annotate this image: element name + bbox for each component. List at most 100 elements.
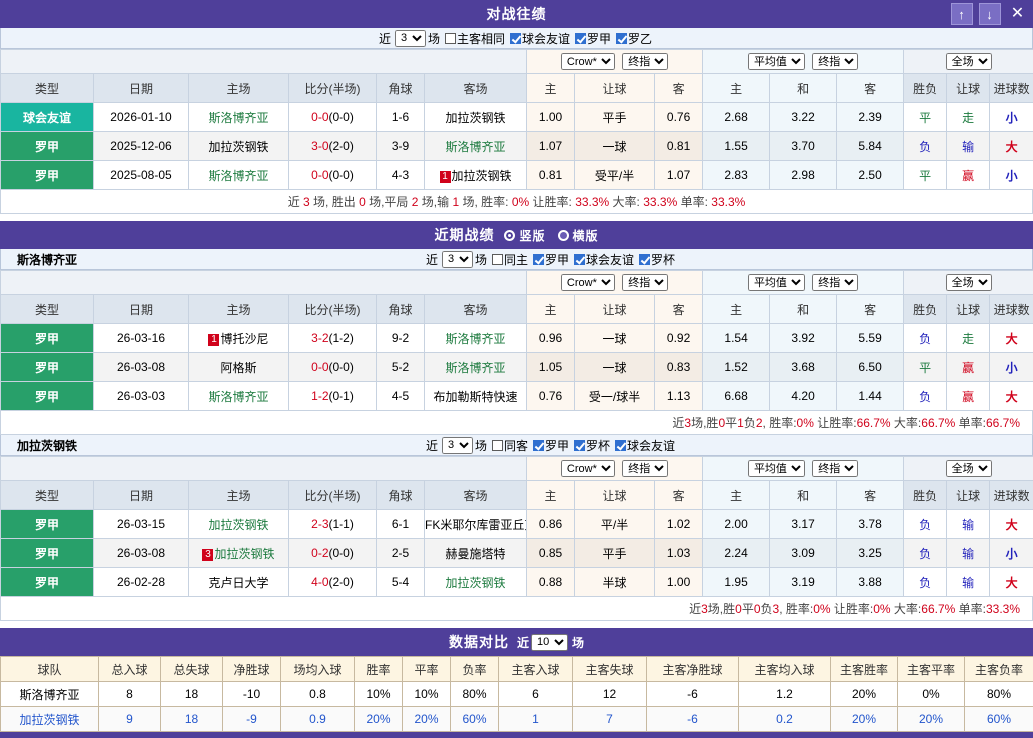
teamB-odds-stage-select[interactable]: 终指 — [622, 460, 668, 477]
teamB-tag-checkbox-1[interactable] — [574, 440, 585, 451]
home-team[interactable]: 加拉茨钢铁 — [189, 132, 289, 161]
corner-score: 3-9 — [377, 132, 425, 161]
team-label[interactable]: 博托沙尼 — [220, 332, 268, 346]
h2h-tag-checkbox-2[interactable] — [616, 33, 627, 44]
team-label[interactable]: 加拉茨钢铁 — [208, 140, 268, 154]
teamA-eu-type-select[interactable]: 平均值 — [748, 274, 805, 291]
match-type: 罗甲 — [1, 353, 94, 382]
home-team[interactable]: 克卢日大学 — [189, 568, 289, 597]
compare-cell: -10 — [223, 682, 281, 707]
teamB-scope-select[interactable]: 全场 — [946, 460, 992, 477]
team-label[interactable]: 加拉茨钢铁 — [446, 111, 506, 125]
h2h-company-select[interactable]: Crow* — [561, 53, 615, 70]
home-team[interactable]: 斯洛博齐亚 — [189, 103, 289, 132]
teamA-count-select[interactable]: 3 — [442, 251, 473, 268]
teamB-eu-stage-select[interactable]: 终指 — [812, 460, 858, 477]
teamB-scope-selects: 全场 — [904, 457, 1033, 481]
away-team[interactable]: 加拉茨钢铁 — [425, 103, 527, 132]
recent-view-toggle: 竖版 横版 — [504, 227, 598, 244]
teamB-count-select[interactable]: 3 — [442, 437, 473, 454]
teamA-tag-checkbox-2[interactable] — [639, 254, 650, 265]
team-label[interactable]: 斯洛博齐亚 — [208, 111, 268, 125]
team-label[interactable]: 加拉茨钢铁 — [214, 547, 274, 561]
team-label[interactable]: 加拉茨钢铁 — [208, 518, 268, 532]
home-team[interactable]: 阿格斯 — [189, 353, 289, 382]
teamB-tag-checkbox-2[interactable] — [615, 440, 626, 451]
teamB-company-select[interactable]: Crow* — [561, 460, 615, 477]
radio-vertical-icon[interactable] — [504, 230, 515, 241]
match-date: 2026-01-10 — [94, 103, 189, 132]
h2h-col-hcpresult: 让球 — [947, 74, 990, 103]
move-down-icon[interactable]: ↓ — [979, 3, 1001, 25]
team-label[interactable]: 斯洛博齐亚 — [446, 140, 506, 154]
section-gap-2 — [0, 621, 1033, 628]
asian-handicap: 受平/半 — [575, 161, 655, 190]
teamA-tag-checkbox-0[interactable] — [533, 254, 544, 265]
teamA-eu-stage-select[interactable]: 终指 — [812, 274, 858, 291]
h2h-same-venue-checkbox[interactable] — [445, 33, 456, 44]
away-team[interactable]: FK米耶尔库雷亚丘克 — [425, 510, 527, 539]
match-type: 球会友谊 — [1, 103, 94, 132]
teamA-tag-checkbox-1[interactable] — [574, 254, 585, 265]
away-team[interactable]: 斯洛博齐亚 — [425, 353, 527, 382]
compare-cell: 80% — [965, 682, 1033, 707]
away-team[interactable]: 加拉茨钢铁 — [425, 568, 527, 597]
h2h-tag-checkbox-1[interactable] — [575, 33, 586, 44]
team-label[interactable]: 阿格斯 — [220, 361, 256, 375]
teamB-eu-type-select[interactable]: 平均值 — [748, 460, 805, 477]
h2h-eu-stage-select[interactable]: 终指 — [812, 53, 858, 70]
teamB-same-checkbox[interactable] — [492, 440, 503, 451]
teamA-same-checkbox[interactable] — [492, 254, 503, 265]
recent-view-vertical-label[interactable]: 竖版 — [519, 227, 545, 244]
away-team[interactable]: 赫曼施塔特 — [425, 539, 527, 568]
away-team[interactable]: 斯洛博齐亚 — [425, 324, 527, 353]
team-label[interactable]: 加拉茨钢铁 — [452, 169, 512, 183]
teamA-odds-stage-select[interactable]: 终指 — [622, 274, 668, 291]
home-team[interactable]: 斯洛博齐亚 — [189, 161, 289, 190]
team-label[interactable]: FK米耶尔库雷亚丘克 — [425, 518, 527, 532]
team-label[interactable]: 斯洛博齐亚 — [446, 332, 506, 346]
team-label[interactable]: 斯洛博齐亚 — [208, 390, 268, 404]
team-label[interactable]: 斯洛博齐亚 — [208, 169, 268, 183]
compare-cell: 20% — [831, 682, 898, 707]
team-label[interactable]: 赫曼施塔特 — [446, 547, 506, 561]
home-team[interactable]: 斯洛博齐亚 — [189, 382, 289, 411]
away-team[interactable]: 布加勒斯特快速 — [425, 382, 527, 411]
recent-view-horizontal-label[interactable]: 横版 — [573, 227, 599, 244]
away-team[interactable]: 斯洛博齐亚 — [425, 132, 527, 161]
team-label[interactable]: 加拉茨钢铁 — [446, 576, 506, 590]
h2h-eu-type-select[interactable]: 平均值 — [748, 53, 805, 70]
recent-titlebar: 近期战绩 竖版 横版 — [0, 221, 1033, 249]
rank-badge: 1 — [208, 334, 219, 346]
handicap-result-badge: 输 — [947, 539, 990, 568]
radio-horizontal-icon[interactable] — [558, 230, 569, 241]
compare-count-select[interactable]: 10 — [531, 634, 568, 651]
team-label[interactable]: 克卢日大学 — [208, 576, 268, 590]
close-icon[interactable]: ✕ — [1007, 3, 1029, 25]
teamA-company-select[interactable]: Crow* — [561, 274, 615, 291]
team-label[interactable]: 布加勒斯特快速 — [434, 390, 518, 404]
h2h-title: 对战往绩 — [487, 4, 547, 24]
teamA-scope-select[interactable]: 全场 — [946, 274, 992, 291]
h2h-tag-checkbox-0[interactable] — [510, 33, 521, 44]
teamB-tag-checkbox-0[interactable] — [533, 440, 544, 451]
h2h-scope-select[interactable]: 全场 — [946, 53, 992, 70]
home-team[interactable]: 加拉茨钢铁 — [189, 510, 289, 539]
h2h-odds-stage-select[interactable]: 终指 — [622, 53, 668, 70]
h2h-count-select[interactable]: 3 — [395, 30, 426, 47]
move-up-icon[interactable]: ↑ — [951, 3, 973, 25]
team-label[interactable]: 斯洛博齐亚 — [446, 361, 506, 375]
teamA-col-score: 比分(半场) — [289, 295, 377, 324]
